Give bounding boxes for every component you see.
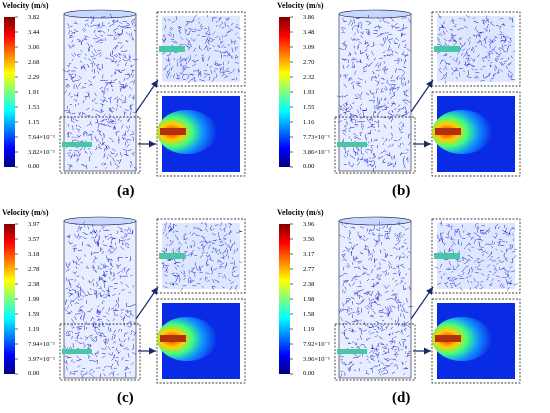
colorbar-title: Velocity (m/s) bbox=[2, 1, 49, 10]
colorbar-title: Velocity (m/s) bbox=[2, 208, 49, 217]
panel-d-graphics bbox=[279, 216, 521, 384]
colorbar-tick: 0.00 bbox=[28, 163, 40, 170]
colorbar-tick: 1.59 bbox=[28, 311, 40, 318]
colorbar-tick: 2.78 bbox=[28, 266, 40, 273]
colorbar-tick: 2.32 bbox=[303, 74, 315, 81]
panel-letter: (d) bbox=[392, 390, 411, 406]
colorbar-tick: 1.91 bbox=[28, 89, 40, 96]
nozzle-jet bbox=[337, 142, 367, 147]
panel-b-graphics bbox=[279, 9, 521, 177]
colorbar-tick: 3.86×10⁻¹ bbox=[303, 149, 330, 156]
nozzle-jet bbox=[62, 142, 92, 147]
zoom-inset-contour bbox=[156, 298, 246, 384]
panel-b: Velocity (m/s) 3.86 3.48 3.09 2.70 2.32 … bbox=[275, 0, 550, 206]
nozzle-jet bbox=[62, 349, 92, 354]
colorbar-tick: 3.48 bbox=[303, 29, 315, 36]
highlight-box bbox=[334, 323, 416, 381]
colorbar-tick: 3.96 bbox=[303, 221, 315, 228]
colorbar-tick: 7.64×10⁻¹ bbox=[28, 134, 55, 141]
colorbar-tick: 1.93 bbox=[303, 89, 315, 96]
colorbar-tick: 3.96×10⁻¹ bbox=[303, 356, 330, 363]
colorbar-tick: 3.57 bbox=[28, 236, 40, 243]
panel-c: Velocity (m/s) 3.97 3.57 3.18 2.78 2.38 … bbox=[0, 207, 275, 413]
colorbar-tick: 1.19 bbox=[303, 326, 315, 333]
colorbar-tick: 2.38 bbox=[303, 281, 315, 288]
colorbar-tick: 2.68 bbox=[28, 59, 40, 66]
colorbar-tick: 2.77 bbox=[303, 266, 315, 273]
colorbar-tick: 3.97×10⁻¹ bbox=[28, 356, 55, 363]
colorbar-tick: 2.29 bbox=[28, 74, 40, 81]
cylinder-vector-field bbox=[338, 216, 414, 379]
panel-a: Velocity (m/s) 3.82 3.44 3.06 2.68 2.29 … bbox=[0, 0, 275, 206]
colorbar-tick: 3.82 bbox=[28, 14, 40, 21]
zoom-arrow bbox=[135, 79, 159, 113]
colorbar-tick: 3.06 bbox=[28, 44, 40, 51]
colorbar bbox=[4, 224, 15, 374]
colorbar bbox=[279, 17, 290, 167]
zoom-inset-vectors bbox=[156, 11, 246, 87]
colorbar-title: Velocity (m/s) bbox=[277, 208, 324, 217]
zoom-inset-vectors bbox=[431, 218, 521, 294]
panel-a-graphics bbox=[4, 9, 246, 177]
colorbar-tick: 3.86 bbox=[303, 14, 315, 21]
colorbar-tick: 1.99 bbox=[28, 296, 40, 303]
panel-d: Velocity (m/s) 3.96 3.56 3.17 2.77 2.38 … bbox=[275, 207, 550, 413]
cylinder-vector-field bbox=[63, 216, 137, 379]
colorbar-tick: 3.09 bbox=[303, 44, 315, 51]
colorbar-tick: 7.94×10⁻¹ bbox=[28, 341, 55, 348]
colorbar-tick: 1.16 bbox=[303, 119, 315, 126]
colorbar-tick: 1.15 bbox=[28, 119, 40, 126]
colorbar-tick: 1.55 bbox=[303, 104, 315, 111]
colorbar-tick: 2.38 bbox=[28, 281, 40, 288]
colorbar-tick: 1.98 bbox=[303, 296, 315, 303]
panel-c-graphics bbox=[4, 216, 246, 384]
cylinder-vector-field bbox=[62, 9, 138, 172]
panel-letter: (b) bbox=[392, 183, 411, 199]
colorbar-tick: 1.19 bbox=[28, 326, 40, 333]
colorbar-tick: 7.73×10⁻¹ bbox=[303, 134, 330, 141]
zoom-arrow bbox=[410, 286, 434, 320]
colorbar-tick: 2.70 bbox=[303, 59, 315, 66]
colorbar-tick: 3.56 bbox=[303, 236, 315, 243]
colorbar-tick: 3.17 bbox=[303, 251, 315, 258]
zoom-inset-contour bbox=[431, 91, 521, 177]
zoom-arrow bbox=[135, 286, 159, 320]
highlight-box bbox=[59, 323, 141, 381]
nozzle-jet bbox=[337, 349, 367, 354]
colorbar-tick: 3.18 bbox=[28, 251, 40, 258]
colorbar bbox=[279, 224, 290, 374]
colorbar-tick: 0.00 bbox=[303, 370, 315, 377]
colorbar-tick: 3.82×10⁻¹ bbox=[28, 149, 55, 156]
cylinder-vector-field bbox=[336, 9, 412, 173]
colorbar-title: Velocity (m/s) bbox=[277, 1, 324, 10]
panel-letter: (c) bbox=[117, 390, 134, 406]
colorbar-tick: 3.44 bbox=[28, 29, 40, 36]
colorbar-tick: 0.00 bbox=[303, 163, 315, 170]
zoom-arrow bbox=[410, 79, 434, 113]
colorbar-tick: 1.58 bbox=[303, 311, 315, 318]
highlight-box bbox=[334, 116, 416, 174]
colorbar-tick: 3.97 bbox=[28, 221, 40, 228]
colorbar-tick: 7.92×10⁻¹ bbox=[303, 341, 330, 348]
zoom-inset-contour bbox=[156, 91, 246, 177]
highlight-box bbox=[59, 116, 141, 174]
panel-letter: (a) bbox=[117, 183, 135, 199]
zoom-inset-vectors bbox=[156, 218, 246, 294]
colorbar-tick: 1.53 bbox=[28, 104, 40, 111]
colorbar bbox=[4, 17, 15, 167]
colorbar-tick: 0.00 bbox=[28, 370, 40, 377]
zoom-inset-contour bbox=[431, 298, 521, 384]
zoom-inset-vectors bbox=[431, 11, 521, 87]
